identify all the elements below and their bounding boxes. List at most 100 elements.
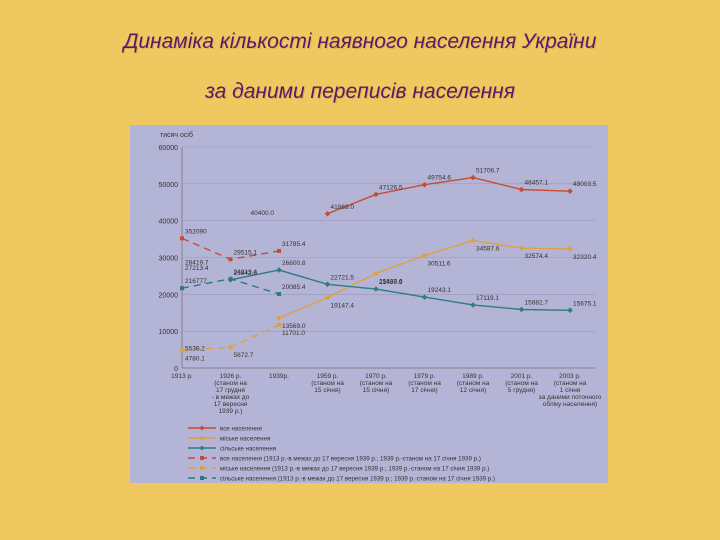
data-label: 4780.1	[185, 355, 205, 362]
data-label: 11701.0	[282, 330, 305, 337]
legend-entry: сільське населення	[220, 446, 276, 453]
data-label: 23942.8	[234, 270, 258, 277]
data-point	[277, 248, 281, 253]
legend-marker	[199, 425, 205, 431]
x-tick-label: 1959 р. (станом на 15 січня)	[311, 373, 344, 394]
data-label: 352090	[185, 228, 207, 235]
data-label: 48457.1	[525, 180, 549, 187]
data-label: 29515.1	[234, 249, 258, 256]
data-label: 32320.4	[573, 254, 597, 261]
y-tick-label: 50000	[159, 182, 179, 189]
legend-marker	[199, 435, 205, 441]
x-tick-label: 1913 р.	[171, 373, 193, 380]
data-label: 24213.4	[234, 269, 258, 276]
x-tick-label: 1979 р. (станом на 17 січня)	[408, 373, 441, 394]
data-point	[470, 237, 476, 244]
legend-marker	[200, 456, 204, 460]
legend-entry: міське населення	[220, 436, 270, 443]
data-label: 27213.4	[185, 265, 209, 272]
data-label: 26600.8	[282, 260, 306, 267]
chart-data-labels: 41869.0 47126.5 49754.6 51706.7 48457.1 48003…	[185, 168, 597, 363]
chart-series	[180, 174, 573, 353]
legend-entry: все населення	[220, 426, 262, 433]
data-label: 30511.6	[428, 261, 451, 268]
data-point	[518, 306, 525, 313]
data-point	[180, 348, 184, 353]
data-point	[421, 181, 428, 188]
population-line-chart: тисяч осіб 0 10000 20000 30000 40000 50000 6000…	[159, 131, 602, 483]
data-point	[373, 286, 379, 292]
data-label: 40400.0	[251, 210, 275, 217]
series-line	[230, 269, 571, 311]
x-tick-label: 2003 р. (станом на 1 січня за даними поточн…	[539, 373, 602, 408]
data-point	[470, 174, 476, 181]
data-point	[180, 236, 184, 241]
slide-subtitle: за даними переписів населення	[205, 80, 515, 103]
data-point	[228, 257, 233, 262]
data-label: 13569.0	[282, 323, 306, 330]
y-tick-label: 0	[174, 366, 178, 373]
data-label: 41869.0	[331, 204, 355, 211]
chart-axes: тисяч осіб 0 10000 20000 30000 40000 50000 6000…	[159, 131, 602, 415]
data-label: 31785.4	[282, 241, 306, 248]
data-point	[567, 307, 573, 314]
x-tick-label: 1939р.	[269, 373, 289, 380]
data-point	[324, 210, 331, 217]
data-point	[518, 186, 525, 193]
legend-marker	[199, 445, 205, 451]
y-tick-label: 10000	[159, 329, 179, 336]
data-point	[228, 276, 233, 281]
data-label: 25688.6	[379, 278, 403, 285]
y-tick-label: 20000	[159, 292, 179, 299]
data-label: 216777	[185, 278, 207, 285]
x-tick-label: 1989 р. (станом на 12 січня)	[457, 373, 490, 394]
data-label: 47126.5	[379, 184, 403, 191]
series-line	[181, 237, 280, 261]
chart-legend: все населення міське населення сільське на…	[188, 425, 495, 483]
data-point	[373, 191, 379, 198]
data-point	[228, 345, 233, 350]
data-point	[421, 294, 428, 300]
legend-marker	[200, 476, 204, 480]
data-label: 19243.1	[428, 287, 452, 294]
data-label: 49754.6	[428, 175, 452, 182]
data-label: 17119.1	[476, 295, 499, 302]
x-tick-label: 1926 р. (станом на 17 грудня - в межах до 17…	[212, 373, 250, 415]
y-tick-label: 40000	[159, 219, 179, 226]
data-label: 28419.7	[185, 259, 209, 266]
y-tick-label: 60000	[159, 145, 179, 152]
legend-marker	[200, 466, 204, 470]
data-point	[567, 188, 573, 194]
data-label: 51706.7	[476, 168, 500, 175]
legend-entry: сільське населення (1913 р.-в межах до 1…	[220, 476, 495, 483]
data-label: 5672.7	[234, 352, 254, 359]
data-point	[421, 252, 428, 259]
data-label: 5536.2	[185, 346, 205, 353]
data-point	[277, 292, 281, 297]
data-point	[276, 315, 282, 321]
data-label: 21437.9	[379, 279, 403, 286]
x-tick-label: 2001 р. (станом на 5 грудня)	[505, 373, 538, 394]
data-point	[324, 294, 331, 301]
data-label: 15675.1	[573, 300, 597, 307]
data-label: 19147.4	[331, 302, 355, 309]
data-point	[470, 302, 476, 308]
data-point	[276, 267, 282, 273]
data-label: 20085.4	[282, 284, 306, 291]
series-line	[327, 176, 571, 215]
data-point	[277, 322, 281, 327]
y-axis-label: тисяч осіб	[160, 131, 193, 139]
chart-panel: тисяч осіб 0 10000 20000 30000 40000 50000 6000…	[130, 125, 608, 483]
slide-title: Динаміка кількості наявного населення Ук…	[123, 30, 597, 53]
data-point	[518, 245, 525, 251]
data-label: 34587.6	[476, 246, 500, 253]
data-point	[180, 286, 184, 291]
data-point	[567, 246, 573, 252]
legend-entry: міське населення (1913 р.-в межах до 17 …	[220, 466, 489, 473]
x-tick-label: 1970 р. (станом на 15 січня)	[360, 373, 393, 394]
data-label: 15882.7	[525, 299, 549, 306]
chart-grid	[182, 146, 595, 369]
data-point	[373, 270, 379, 277]
legend-entry: все населення (1913 р.-в межах до 17 вер…	[220, 456, 481, 463]
data-point	[324, 281, 331, 288]
